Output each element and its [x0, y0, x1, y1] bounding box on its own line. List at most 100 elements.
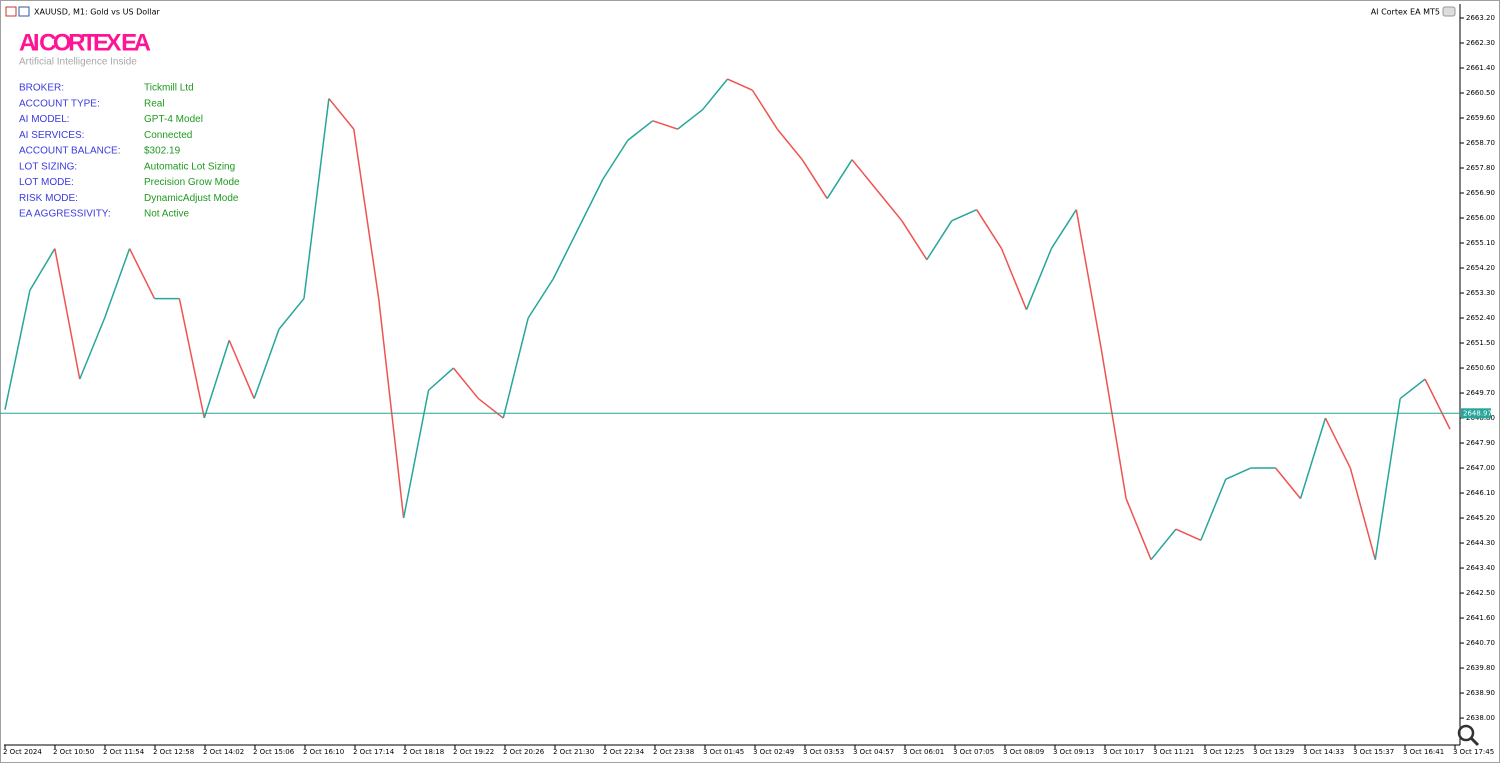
price-segment [303, 98, 330, 299]
y-tick-label: 2638.90 [1466, 689, 1495, 697]
current-price-label: 2648.97 [1463, 409, 1492, 417]
price-segment [1275, 467, 1302, 500]
price-segment [1075, 209, 1102, 349]
x-tick-label: 3 Oct 01:45 [703, 748, 744, 756]
x-tick-label: 2 Oct 14:02 [203, 748, 244, 756]
y-tick-label: 2639.80 [1466, 664, 1495, 672]
info-label: ACCOUNT TYPE: [19, 98, 100, 109]
price-segment [801, 159, 828, 199]
price-segment [951, 208, 977, 222]
info-value: Precision Grow Mode [144, 177, 240, 188]
y-tick-label: 2653.30 [1466, 289, 1495, 297]
price-segment [477, 397, 504, 419]
window-icon [5, 6, 17, 17]
info-value: Real [144, 98, 165, 109]
price-segment [826, 159, 853, 199]
y-tick-label: 2656.00 [1466, 214, 1495, 222]
x-tick-label: 2 Oct 10:50 [53, 748, 94, 756]
price-segment [851, 159, 878, 191]
price-segment [702, 78, 729, 111]
y-tick-label: 2647.90 [1466, 439, 1495, 447]
x-tick-label: 2 Oct 19:22 [453, 748, 494, 756]
y-tick-label: 2659.60 [1466, 114, 1495, 122]
x-tick-label: 2 Oct 15:06 [253, 748, 295, 756]
price-segment [428, 367, 454, 391]
zoom-icon[interactable] [1457, 724, 1475, 742]
x-tick-label: 2 Oct 16:10 [303, 748, 344, 756]
price-segment [103, 248, 131, 319]
price-segment [377, 298, 405, 519]
price-segment [253, 328, 280, 399]
info-value: Not Active [144, 209, 189, 220]
y-tick-label: 2647.00 [1466, 464, 1495, 472]
price-segment [1100, 348, 1127, 499]
y-tick-label: 2646.10 [1466, 489, 1495, 497]
x-tick-label: 3 Oct 02:49 [753, 748, 794, 756]
y-tick-label: 2650.60 [1466, 364, 1495, 372]
price-segment [901, 220, 928, 261]
y-tick-label: 2656.90 [1466, 189, 1495, 197]
price-segment [278, 298, 305, 330]
panel-subtitle: Artificial Intelligence Inside [19, 57, 137, 68]
price-segment [751, 89, 778, 130]
price-segment [1374, 398, 1401, 560]
x-tick-label: 2 Oct 17:14 [353, 748, 395, 756]
price-segment [652, 120, 678, 130]
x-tick-label: 3 Oct 06:01 [903, 748, 944, 756]
x-tick-label: 3 Oct 03:53 [803, 748, 844, 756]
y-tick-label: 2644.30 [1466, 539, 1495, 547]
price-segment [976, 209, 1003, 249]
price-segment [402, 390, 430, 519]
price-segment [577, 178, 604, 230]
price-segment [29, 248, 56, 291]
price-segment [128, 248, 156, 299]
price-segment [1200, 478, 1227, 541]
y-tick-label: 2654.20 [1466, 264, 1495, 272]
x-tick-label: 3 Oct 12:25 [1203, 748, 1244, 756]
price-segment [452, 367, 479, 400]
y-tick-label: 2643.40 [1466, 564, 1495, 572]
price-segment [677, 109, 704, 130]
price-segment [627, 120, 654, 141]
info-label: LOT MODE: [19, 177, 74, 188]
price-segment [1000, 248, 1028, 310]
x-tick-label: 3 Oct 08:09 [1003, 748, 1044, 756]
info-label: ACCOUNT BALANCE: [19, 146, 121, 157]
price-segment [876, 189, 903, 222]
info-value: Connected [144, 130, 192, 141]
info-value: Automatic Lot Sizing [144, 161, 235, 172]
info-panel: AI CORTEX EA Artificial Intelligence Ins… [19, 29, 240, 219]
info-value: Tickmill Ltd [144, 83, 194, 94]
price-segment [602, 139, 629, 180]
price-segment [776, 128, 803, 161]
y-tick-label: 2651.50 [1466, 339, 1495, 347]
y-tick-label: 2662.30 [1466, 39, 1495, 47]
price-segment [1299, 417, 1327, 499]
info-label: RISK MODE: [19, 193, 78, 204]
price-segment [1349, 467, 1376, 560]
price-segment [1025, 248, 1053, 310]
x-tick-label: 3 Oct 09:13 [1053, 748, 1094, 756]
x-tick-label: 3 Oct 04:57 [853, 748, 894, 756]
price-segment [328, 98, 355, 130]
y-tick-label: 2661.40 [1466, 64, 1495, 72]
y-tick-label: 2640.70 [1466, 639, 1495, 647]
y-tick-label: 2657.80 [1466, 164, 1495, 172]
zoom-icon[interactable] [1469, 736, 1480, 747]
price-segment [228, 339, 255, 399]
y-tick-label: 2652.40 [1466, 314, 1495, 322]
x-tick-label: 2 Oct 11:54 [103, 748, 145, 756]
info-label: EA AGGRESSIVITY: [19, 209, 111, 220]
price-segment [1175, 528, 1202, 541]
window-title: XAUUSD, M1: Gold vs US Dollar [34, 8, 160, 17]
price-segment [527, 278, 554, 319]
x-tick-label: 2 Oct 18:18 [403, 748, 444, 756]
info-label: AI SERVICES: [19, 130, 84, 141]
y-tick-label: 2638.00 [1466, 714, 1495, 722]
price-segment [1399, 378, 1426, 400]
y-tick-label: 2660.50 [1466, 89, 1495, 97]
price-segment [1324, 417, 1352, 469]
plot [4, 78, 1451, 561]
x-tick-label: 3 Oct 15:37 [1353, 748, 1394, 756]
